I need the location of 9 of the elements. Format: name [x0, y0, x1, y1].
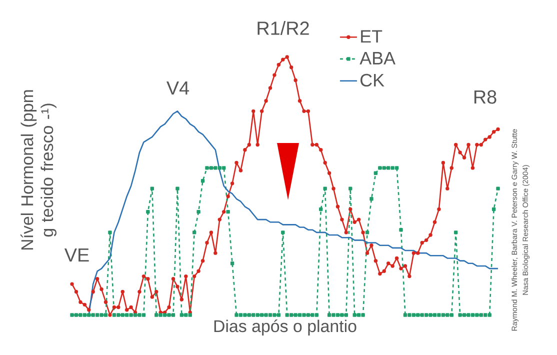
legend-label: ABA — [360, 52, 396, 64]
x-axis-title: Dias após o plantio — [214, 320, 356, 336]
annotation: VE — [64, 248, 89, 262]
text: R1/R2 — [258, 21, 309, 35]
y-axis-title: Nível Hormonal (ppm g tecido fresco -¹) — [20, 90, 56, 250]
annotation: V4 — [166, 81, 190, 95]
legend-label: ET — [361, 30, 382, 43]
legend-label: CK — [360, 74, 384, 87]
annotation: R8 — [474, 90, 496, 104]
